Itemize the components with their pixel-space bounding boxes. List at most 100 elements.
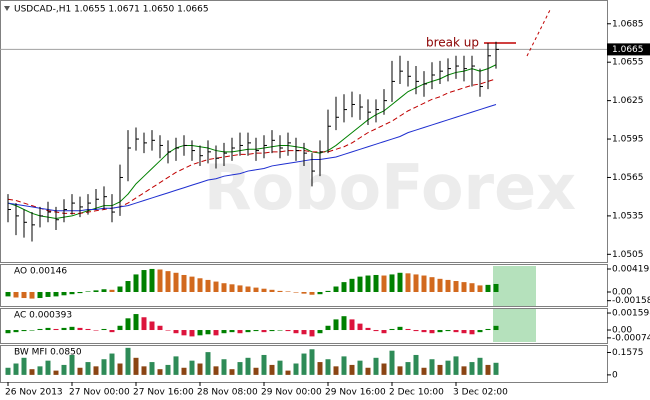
histogram-bar [357, 276, 363, 292]
histogram-bar [197, 330, 203, 336]
watermark: RoboForex [204, 151, 576, 224]
histogram-bar [253, 287, 259, 292]
x-tick-label: 29 Nov 16:00 [325, 388, 386, 398]
histogram-bar [445, 360, 451, 375]
histogram-bar [365, 275, 371, 292]
histogram-bar [413, 330, 419, 332]
histogram-bar [269, 289, 275, 292]
histogram-bar [165, 364, 171, 375]
histogram-bar [109, 289, 115, 292]
histogram-bar [117, 325, 123, 331]
ac-title: AC 0.000393 [14, 311, 72, 321]
mfi-panel [0, 345, 608, 383]
x-tick-label: 29 Nov 00:00 [261, 388, 322, 398]
histogram-bar [317, 292, 323, 295]
histogram-bar [13, 330, 19, 333]
histogram-bar [421, 275, 427, 292]
histogram-bar [461, 282, 467, 292]
histogram-bar [397, 326, 403, 331]
histogram-bar [317, 362, 323, 375]
histogram-bar [133, 274, 139, 292]
histogram-bar [261, 354, 267, 375]
histogram-bar [189, 330, 195, 337]
histogram-bar [253, 330, 259, 332]
histogram-bar [53, 370, 59, 375]
histogram-bar [309, 349, 315, 375]
histogram-bar [269, 364, 275, 375]
histogram-bar [157, 369, 163, 375]
histogram-bar [445, 330, 451, 332]
histogram-bar [101, 328, 107, 331]
histogram-bar [389, 274, 395, 292]
histogram-bar [349, 278, 355, 292]
histogram-bar [349, 364, 355, 375]
histogram-bar [37, 292, 43, 299]
histogram-bar [181, 274, 187, 292]
y-tick-label: 1.0505 [612, 250, 644, 260]
histogram-bar [237, 285, 243, 292]
histogram-bar [469, 330, 475, 335]
histogram-bar [229, 284, 235, 292]
histogram-bar [429, 330, 435, 334]
moving-average [7, 78, 497, 214]
histogram-bar [61, 364, 67, 375]
y-tick-label: 1.0625 [612, 96, 644, 106]
x-tick-label: 28 Nov 08:00 [197, 388, 258, 398]
histogram-bar [181, 330, 187, 336]
histogram-bar [213, 366, 219, 375]
histogram-bar [165, 330, 171, 331]
histogram-bar [381, 275, 387, 292]
histogram-bar [357, 360, 363, 375]
histogram-bar [397, 272, 403, 292]
histogram-bar [77, 367, 83, 375]
histogram-bar [469, 362, 475, 375]
y-tick-label: 1.0655 [612, 58, 644, 68]
histogram-bar [341, 282, 347, 292]
histogram-bar [221, 330, 227, 334]
histogram-bar [389, 328, 395, 331]
histogram-bar [437, 364, 443, 375]
histogram-bar [197, 363, 203, 375]
x-tick-label: 27 Nov 00:00 [69, 388, 130, 398]
histogram-bar [69, 354, 75, 375]
histogram-bar [37, 366, 43, 375]
projection-line [526, 7, 552, 57]
price-label-box [607, 43, 650, 56]
histogram-bar [293, 363, 299, 375]
histogram-bar [101, 359, 107, 375]
histogram-bar [53, 328, 59, 331]
histogram-bar [269, 330, 275, 332]
histogram-bar [333, 286, 339, 292]
y-tick-label: 0.00 [612, 288, 632, 298]
histogram-bar [5, 292, 11, 297]
histogram-bar [309, 330, 315, 337]
histogram-bar [149, 268, 155, 292]
histogram-bar [437, 330, 443, 333]
histogram-bar [173, 272, 179, 292]
histogram-bar [237, 330, 243, 334]
histogram-bar [325, 290, 331, 292]
histogram-bar [157, 269, 163, 292]
histogram-bar [349, 319, 355, 331]
histogram-bar [261, 288, 267, 292]
histogram-bar [221, 283, 227, 292]
histogram-bar [357, 323, 363, 331]
histogram-bar [61, 292, 67, 296]
histogram-bar [333, 319, 339, 331]
histogram-bar [109, 353, 115, 375]
histogram-bar [141, 366, 147, 375]
histogram-bar [453, 330, 459, 333]
histogram-bar [29, 369, 35, 375]
histogram-bar [141, 270, 147, 292]
histogram-bar [61, 327, 67, 331]
histogram-bar [277, 360, 283, 375]
x-tick-label: 27 Nov 16:00 [133, 388, 194, 398]
histogram-bar [437, 278, 443, 292]
histogram-bar [477, 330, 483, 333]
histogram-bar [13, 292, 19, 298]
histogram-bar [133, 314, 139, 331]
y-tick-label: 1.0565 [612, 173, 644, 183]
histogram-bar [21, 330, 27, 332]
